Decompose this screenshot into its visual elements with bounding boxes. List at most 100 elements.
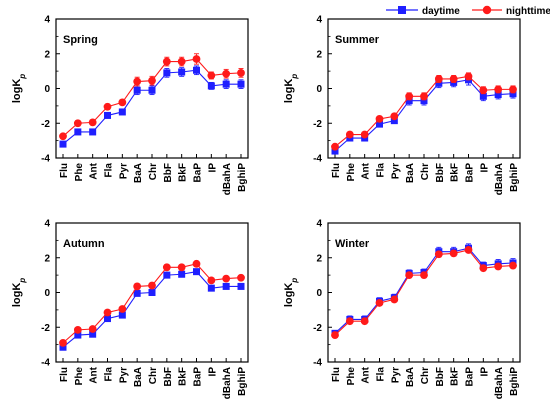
- y-axis-label-main: logK: [283, 283, 295, 307]
- data-point: [375, 299, 384, 307]
- x-tick-label: Flu: [59, 367, 70, 382]
- data-point: [449, 75, 458, 83]
- data-point: [148, 281, 156, 290]
- y-tick-label: 2: [316, 253, 322, 264]
- data-point: [192, 259, 201, 268]
- x-tick-label: IP: [207, 367, 218, 377]
- data-point: [88, 325, 97, 333]
- data-point: [331, 147, 339, 155]
- x-tick-label: Flu: [331, 367, 342, 382]
- series-daytime: [331, 243, 517, 337]
- x-tick-label: BbF: [163, 367, 174, 386]
- data-point: [390, 295, 399, 304]
- data-point: [133, 282, 142, 291]
- data-point: [237, 282, 245, 290]
- data-point: [331, 142, 339, 151]
- x-tick-label: BkF: [450, 367, 461, 386]
- data-point: [420, 92, 428, 101]
- x-tick-label: IP: [479, 163, 490, 173]
- data-point: [118, 108, 126, 116]
- y-tick-label: 2: [44, 49, 50, 60]
- y-axis-label-sub: p: [18, 278, 27, 284]
- series-nighttime: [59, 259, 245, 347]
- data-point: [103, 308, 112, 317]
- y-axis-label: logKp: [283, 278, 299, 307]
- x-tick-label: Pyr: [390, 367, 401, 383]
- y-tick-label: -2: [41, 119, 50, 130]
- data-point: [59, 343, 67, 351]
- data-point: [177, 57, 186, 66]
- x-tick-label: BaA: [405, 367, 416, 387]
- x-tick-label: Phe: [346, 163, 357, 182]
- legend-label-nighttime: nighttime: [506, 6, 550, 17]
- panel-title: Winter: [335, 238, 370, 250]
- data-point: [237, 80, 245, 88]
- x-tick-label: Fla: [376, 163, 387, 178]
- x-tick-label: BghiP: [509, 163, 520, 192]
- data-point: [375, 115, 384, 123]
- x-tick-label: Ant: [89, 366, 100, 383]
- data-point: [103, 102, 112, 111]
- data-point: [494, 85, 503, 94]
- x-tick-label: dBahA: [222, 163, 233, 195]
- x-tick-label: Phe: [346, 367, 357, 386]
- x-tick-label: IP: [207, 163, 218, 173]
- data-point: [178, 68, 186, 76]
- y-tick-label: -4: [41, 154, 50, 165]
- y-tick-label: -2: [313, 323, 322, 334]
- legend-entry-daytime: daytime: [386, 6, 460, 17]
- x-tick-label: Chr: [148, 367, 159, 384]
- data-point: [420, 271, 428, 280]
- x-tick-label: Fla: [376, 367, 387, 382]
- data-point: [222, 274, 231, 283]
- data-point: [207, 276, 216, 285]
- data-point: [222, 282, 230, 290]
- data-point: [59, 338, 67, 347]
- chart-panel-winter: -4 -2 0 2 4 Flu Phe Ant Fla Pyr BaA Chr BbF BkF BaP IP d…: [283, 219, 521, 399]
- x-tick-label: BghiP: [237, 163, 248, 192]
- x-tick-label: Flu: [331, 163, 342, 178]
- x-tick-label: BaP: [193, 163, 204, 183]
- x-tick-label: BbF: [435, 163, 446, 182]
- x-tick-label: IP: [479, 367, 490, 377]
- x-tick-label: BkF: [178, 163, 189, 182]
- data-point: [331, 331, 339, 339]
- x-tick-label: dBahA: [494, 367, 505, 399]
- data-point: [133, 289, 141, 297]
- y-tick-label: 2: [44, 253, 50, 264]
- data-point: [104, 111, 111, 119]
- data-point: [163, 271, 171, 279]
- x-tick-label: BbF: [435, 367, 446, 386]
- x-tick-label: BaA: [133, 367, 144, 387]
- data-point: [494, 91, 502, 99]
- panel-title: Summer: [335, 34, 380, 46]
- legend-marker-daytime: [398, 6, 406, 14]
- legend-entry-nighttime: nighttime: [472, 5, 550, 17]
- y-axis-label-main: logK: [283, 79, 295, 103]
- series-nighttime: [59, 53, 245, 141]
- legend: daytime nighttime: [386, 5, 550, 17]
- data-point: [148, 289, 156, 296]
- legend-marker-nighttime: [482, 5, 492, 15]
- x-tick-label: BghiP: [509, 367, 520, 396]
- data-point: [434, 250, 443, 259]
- data-point: [509, 261, 517, 270]
- data-point: [509, 90, 517, 98]
- panel-title: Autumn: [63, 238, 105, 250]
- x-tick-label: dBahA: [494, 163, 505, 195]
- data-point: [390, 117, 398, 125]
- series-daytime: [59, 268, 245, 351]
- x-tick-label: BghiP: [237, 367, 248, 396]
- y-axis-label-main: logK: [11, 283, 23, 307]
- data-point: [434, 75, 443, 83]
- data-point: [479, 86, 488, 95]
- data-point: [89, 330, 97, 338]
- data-point: [118, 98, 127, 107]
- x-tick-label: Phe: [74, 367, 85, 386]
- x-tick-label: BaA: [405, 163, 416, 183]
- y-tick-label: -4: [41, 358, 50, 369]
- y-tick-label: -4: [313, 358, 322, 369]
- data-point: [479, 92, 487, 100]
